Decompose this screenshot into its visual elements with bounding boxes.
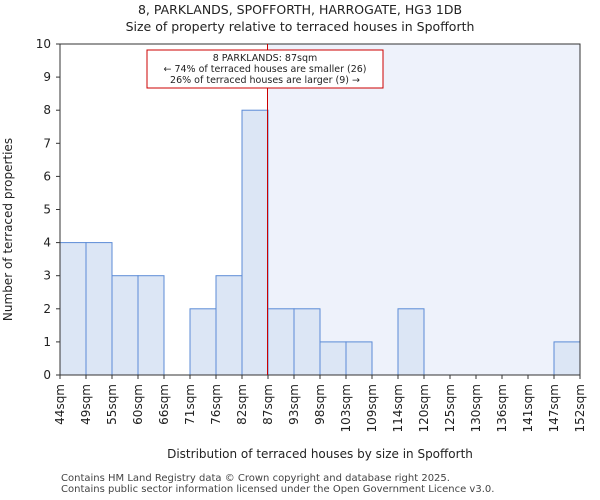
- y-tick-label-7: 7: [43, 136, 51, 150]
- y-tick-label-0: 0: [43, 368, 51, 382]
- bar-71sqm: [189, 308, 217, 376]
- chart-title: 8, PARKLANDS, SPOFFORTH, HARROGATE, HG3 …: [137, 2, 463, 17]
- x-tick-label-114sqm: 114sqm: [391, 384, 405, 432]
- y-tick-label-2: 2: [43, 302, 51, 316]
- y-tick-label-9: 9: [43, 70, 51, 84]
- x-tick-label-82sqm: 82sqm: [235, 384, 249, 425]
- footer-line-1: Contains HM Land Registry data © Crown c…: [61, 473, 450, 484]
- annotation-line-3: 26% of terraced houses are larger (9) →: [170, 75, 360, 86]
- bar-93sqm: [293, 308, 321, 376]
- x-tick-label-130sqm: 130sqm: [469, 384, 483, 432]
- x-tick-label-87sqm: 87sqm: [261, 384, 275, 425]
- x-tick-label-147sqm: 147sqm: [547, 384, 561, 432]
- x-tick-label-98sqm: 98sqm: [313, 384, 327, 425]
- x-tick-label-93sqm: 93sqm: [287, 384, 301, 425]
- bar-147sqm: [553, 341, 581, 376]
- y-tick-label-8: 8: [43, 103, 51, 117]
- x-tick-label-49sqm: 49sqm: [79, 384, 93, 425]
- bar-76sqm: [215, 275, 243, 376]
- x-tick-label-120sqm: 120sqm: [417, 384, 431, 432]
- bar-103sqm: [345, 341, 373, 376]
- x-tick-label-103sqm: 103sqm: [339, 384, 353, 432]
- y-axis-title: Number of terraced properties: [1, 138, 15, 321]
- x-tick-label-125sqm: 125sqm: [443, 384, 457, 432]
- y-tick-label-3: 3: [43, 269, 51, 283]
- bar-114sqm: [397, 308, 425, 376]
- x-tick-label-109sqm: 109sqm: [365, 384, 379, 432]
- annotation-line-1: 8 PARKLANDS: 87sqm: [213, 53, 318, 64]
- x-tick-label-66sqm: 66sqm: [157, 384, 171, 425]
- bar-49sqm: [85, 242, 113, 376]
- y-tick-label-5: 5: [43, 203, 51, 217]
- x-tick-label-152sqm: 152sqm: [573, 384, 587, 432]
- x-tick-label-55sqm: 55sqm: [105, 384, 119, 425]
- y-tick-label-6: 6: [43, 169, 51, 183]
- x-axis-title: Distribution of terraced houses by size …: [167, 447, 473, 461]
- x-tick-label-141sqm: 141sqm: [521, 384, 535, 432]
- y-tick-label-4: 4: [43, 236, 51, 250]
- x-tick-label-44sqm: 44sqm: [53, 384, 67, 425]
- bar-55sqm: [111, 275, 139, 376]
- x-tick-label-71sqm: 71sqm: [183, 384, 197, 425]
- bar-44sqm: [59, 242, 87, 376]
- footer-line-2: Contains public sector information licen…: [61, 484, 495, 495]
- bar-87sqm: [267, 308, 295, 376]
- x-tick-label-76sqm: 76sqm: [209, 384, 223, 425]
- bar-82sqm: [241, 109, 269, 376]
- annotation-box: [146, 49, 384, 89]
- bar-60sqm: [137, 275, 165, 376]
- y-tick-label-10: 10: [36, 37, 51, 51]
- bar-98sqm: [319, 341, 347, 376]
- y-tick-label-1: 1: [43, 335, 51, 349]
- annotation-line-2: ← 74% of terraced houses are smaller (26…: [163, 64, 366, 75]
- x-tick-label-60sqm: 60sqm: [131, 384, 145, 425]
- x-tick-label-136sqm: 136sqm: [495, 384, 509, 432]
- chart-subtitle: Size of property relative to terraced ho…: [125, 19, 475, 34]
